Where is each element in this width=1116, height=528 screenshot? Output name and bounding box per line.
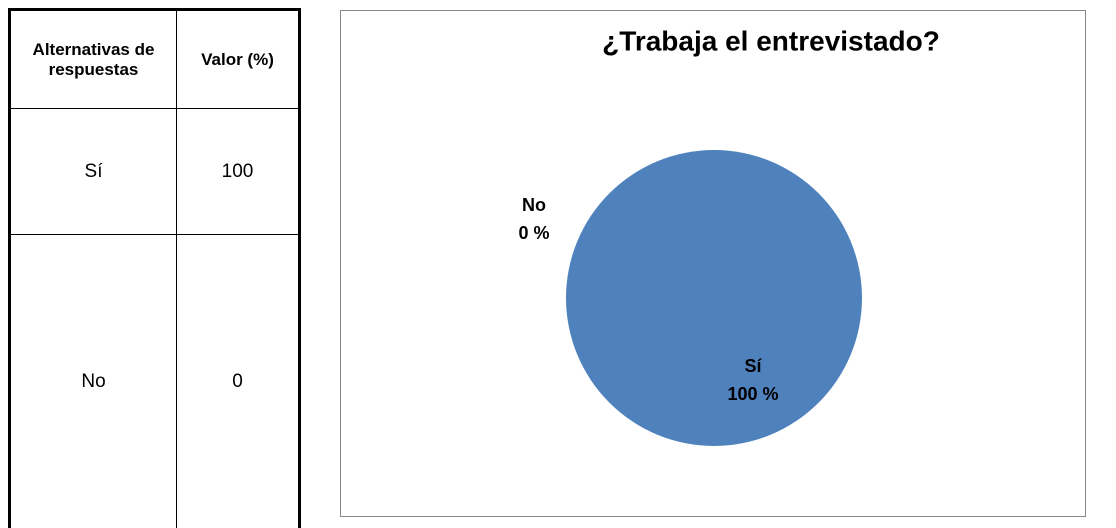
slice-category-label: Sí <box>744 356 762 376</box>
cell: 100 <box>177 109 300 235</box>
cell: Sí <box>10 109 177 235</box>
slice-value-label: 100 % <box>727 384 778 404</box>
data-table: Alternativas de respuestas Valor (%) Sí … <box>8 8 301 528</box>
chart: ¿Trabaja el entrevistado? Sí 100 % No 0 % <box>340 10 1086 517</box>
table-row: No 0 <box>10 235 300 528</box>
header-cell: Valor (%) <box>177 10 300 109</box>
chart-title: ¿Trabaja el entrevistado? <box>602 25 940 56</box>
cell: No <box>10 235 177 528</box>
slice-value-label: 0 % <box>518 223 549 243</box>
cell: 0 <box>177 235 300 528</box>
table-row: Sí 100 <box>10 109 300 235</box>
slice-category-label: No <box>522 195 546 215</box>
header-row: Alternativas de respuestas Valor (%) <box>10 10 300 109</box>
header-cell: Alternativas de respuestas <box>10 10 177 109</box>
